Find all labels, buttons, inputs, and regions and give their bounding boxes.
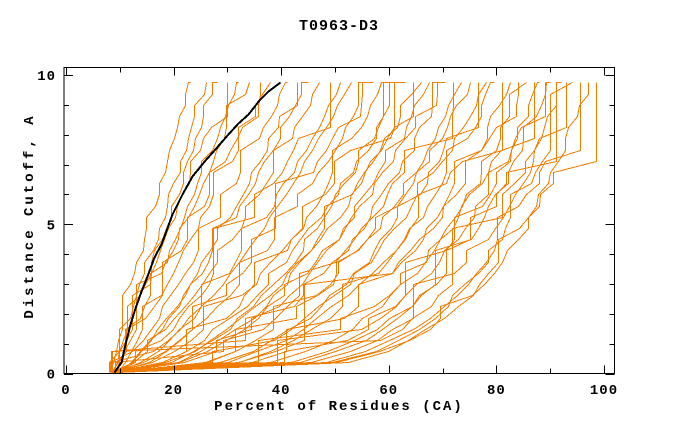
chart-title: T0963-D3 <box>298 18 379 35</box>
x-tick-label: 0 <box>61 383 70 399</box>
y-tick-label: 10 <box>37 69 56 85</box>
model-curve <box>115 82 331 373</box>
model-curve <box>117 82 384 373</box>
model-curve <box>114 82 250 373</box>
model-curve <box>111 82 551 373</box>
frame-rect <box>63 67 615 374</box>
model-curve <box>117 82 271 373</box>
model-curve <box>115 82 557 373</box>
model-curve <box>111 82 597 373</box>
model-curve <box>112 82 519 373</box>
model-curve <box>117 82 589 373</box>
model-curve <box>114 82 430 373</box>
x-tick-label: 20 <box>164 383 183 399</box>
y-tick-label: 5 <box>47 218 56 234</box>
model-curve <box>110 82 422 373</box>
model-curve <box>112 82 462 373</box>
x-tick-label: 100 <box>590 383 618 399</box>
model-curve <box>113 82 487 373</box>
model-curve <box>117 82 495 373</box>
highlight-model-curve <box>113 81 282 374</box>
model-curve <box>111 82 503 373</box>
model-curve <box>115 82 228 373</box>
x-tick-label: 60 <box>379 383 398 399</box>
x-tick-label: 40 <box>272 383 291 399</box>
model-curve <box>116 82 352 373</box>
model-curve <box>111 82 261 373</box>
model-curve <box>112 82 562 373</box>
model-curve <box>116 82 567 373</box>
model-curve <box>113 82 374 373</box>
model-curve <box>113 82 207 373</box>
model-curve <box>112 82 341 373</box>
model-curve <box>110 82 573 373</box>
model-curve <box>115 82 414 373</box>
axis-ticks <box>64 67 615 375</box>
model-curve <box>110 82 191 373</box>
model-curve <box>113 82 581 373</box>
plot-frame <box>63 67 615 374</box>
model-curve <box>114 82 511 373</box>
highlight-curve <box>113 81 282 374</box>
model-curve <box>110 82 363 373</box>
model-curve <box>111 82 395 373</box>
model-curve <box>114 82 298 373</box>
x-tick-label: 80 <box>487 383 506 399</box>
model-curve <box>118 82 309 373</box>
y-tick-label: 0 <box>47 368 56 384</box>
y-tick-labels: 0 5 10 <box>37 69 56 384</box>
model-curve <box>117 82 546 373</box>
model-curve <box>112 82 406 373</box>
x-axis-label: Percent of Residues (CA) <box>214 399 464 415</box>
model-curve <box>112 82 239 373</box>
model-curves <box>109 82 597 373</box>
model-curve <box>116 82 471 373</box>
x-tick-labels: 0 20 40 60 80 100 <box>61 383 618 399</box>
model-curve <box>115 82 454 373</box>
model-curve <box>110 82 288 373</box>
model-curve <box>117 82 438 373</box>
model-curve <box>115 82 527 373</box>
